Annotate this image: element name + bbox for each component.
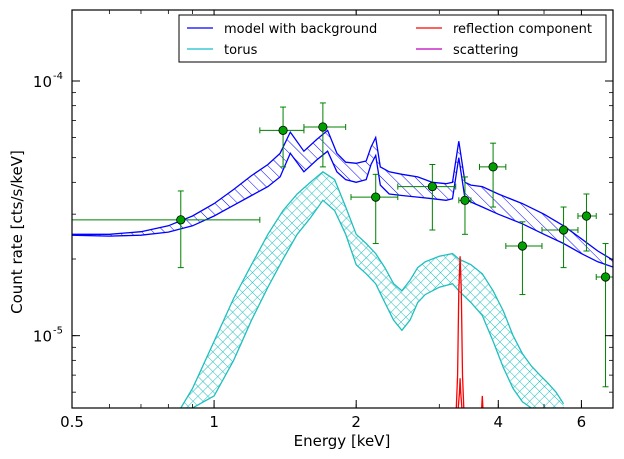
torus-lower-line bbox=[180, 199, 564, 408]
x-tick-label: 0.5 bbox=[60, 413, 84, 431]
torus-upper-line bbox=[180, 170, 565, 408]
plot-frame bbox=[71, 9, 614, 409]
legend-label-reflection: reflection component bbox=[453, 22, 592, 37]
legend: model with background torus reflection c… bbox=[178, 14, 607, 63]
data-point bbox=[479, 142, 507, 208]
data-point bbox=[303, 102, 347, 168]
x-tick-label: 2 bbox=[351, 413, 361, 431]
legend-entry-model: model with background bbox=[187, 22, 377, 37]
reflection-line-3 bbox=[457, 378, 463, 408]
data-marker bbox=[581, 211, 592, 221]
data-marker bbox=[600, 272, 611, 282]
x-tick-label: 6 bbox=[577, 413, 587, 431]
y-tick-label: 10 bbox=[33, 328, 52, 346]
data-point bbox=[595, 243, 613, 388]
data-marker bbox=[278, 125, 288, 135]
legend-entry-reflection: reflection component bbox=[416, 22, 592, 37]
data-point bbox=[350, 173, 399, 245]
model-upper-line bbox=[72, 129, 613, 261]
legend-box bbox=[178, 14, 607, 63]
data-marker bbox=[488, 162, 498, 172]
data-marker bbox=[460, 195, 470, 205]
data-point bbox=[72, 190, 261, 269]
model-lower-line bbox=[72, 150, 613, 268]
series-layer bbox=[72, 102, 613, 408]
data-marker bbox=[176, 215, 186, 225]
x-tick-label: 4 bbox=[494, 413, 504, 431]
legend-label-torus: torus bbox=[224, 43, 258, 58]
ticks-layer: 0.5 1 2 4 610-510-4 bbox=[33, 10, 614, 431]
model-band-fill bbox=[72, 130, 613, 267]
reflection-line-2 bbox=[455, 256, 465, 408]
y-tick-exponent: -5 bbox=[53, 326, 63, 337]
torus-band-fill bbox=[180, 171, 564, 408]
data-marker bbox=[371, 192, 381, 202]
data-point bbox=[458, 176, 472, 235]
data-marker bbox=[427, 181, 437, 192]
legend-label-scattering: scattering bbox=[453, 43, 519, 58]
x-axis-label: Energy [keV] bbox=[294, 432, 391, 450]
data-marker bbox=[558, 225, 569, 235]
y-axis-label: Count rate [cts/s/keV] bbox=[8, 150, 26, 314]
y-tick-label: 10 bbox=[33, 73, 52, 91]
data-marker bbox=[517, 241, 528, 251]
legend-entry-scattering: scattering bbox=[416, 43, 519, 58]
x-tick-label: 1 bbox=[209, 413, 219, 431]
reflection-line-4 bbox=[481, 395, 484, 408]
data-point bbox=[577, 193, 597, 252]
legend-label-model: model with background bbox=[224, 22, 377, 37]
data-point bbox=[505, 221, 543, 296]
data-marker bbox=[318, 122, 328, 132]
data-point bbox=[397, 164, 457, 231]
legend-entry-torus: torus bbox=[187, 43, 258, 58]
y-tick-exponent: -4 bbox=[53, 71, 63, 82]
data-point bbox=[541, 206, 579, 269]
